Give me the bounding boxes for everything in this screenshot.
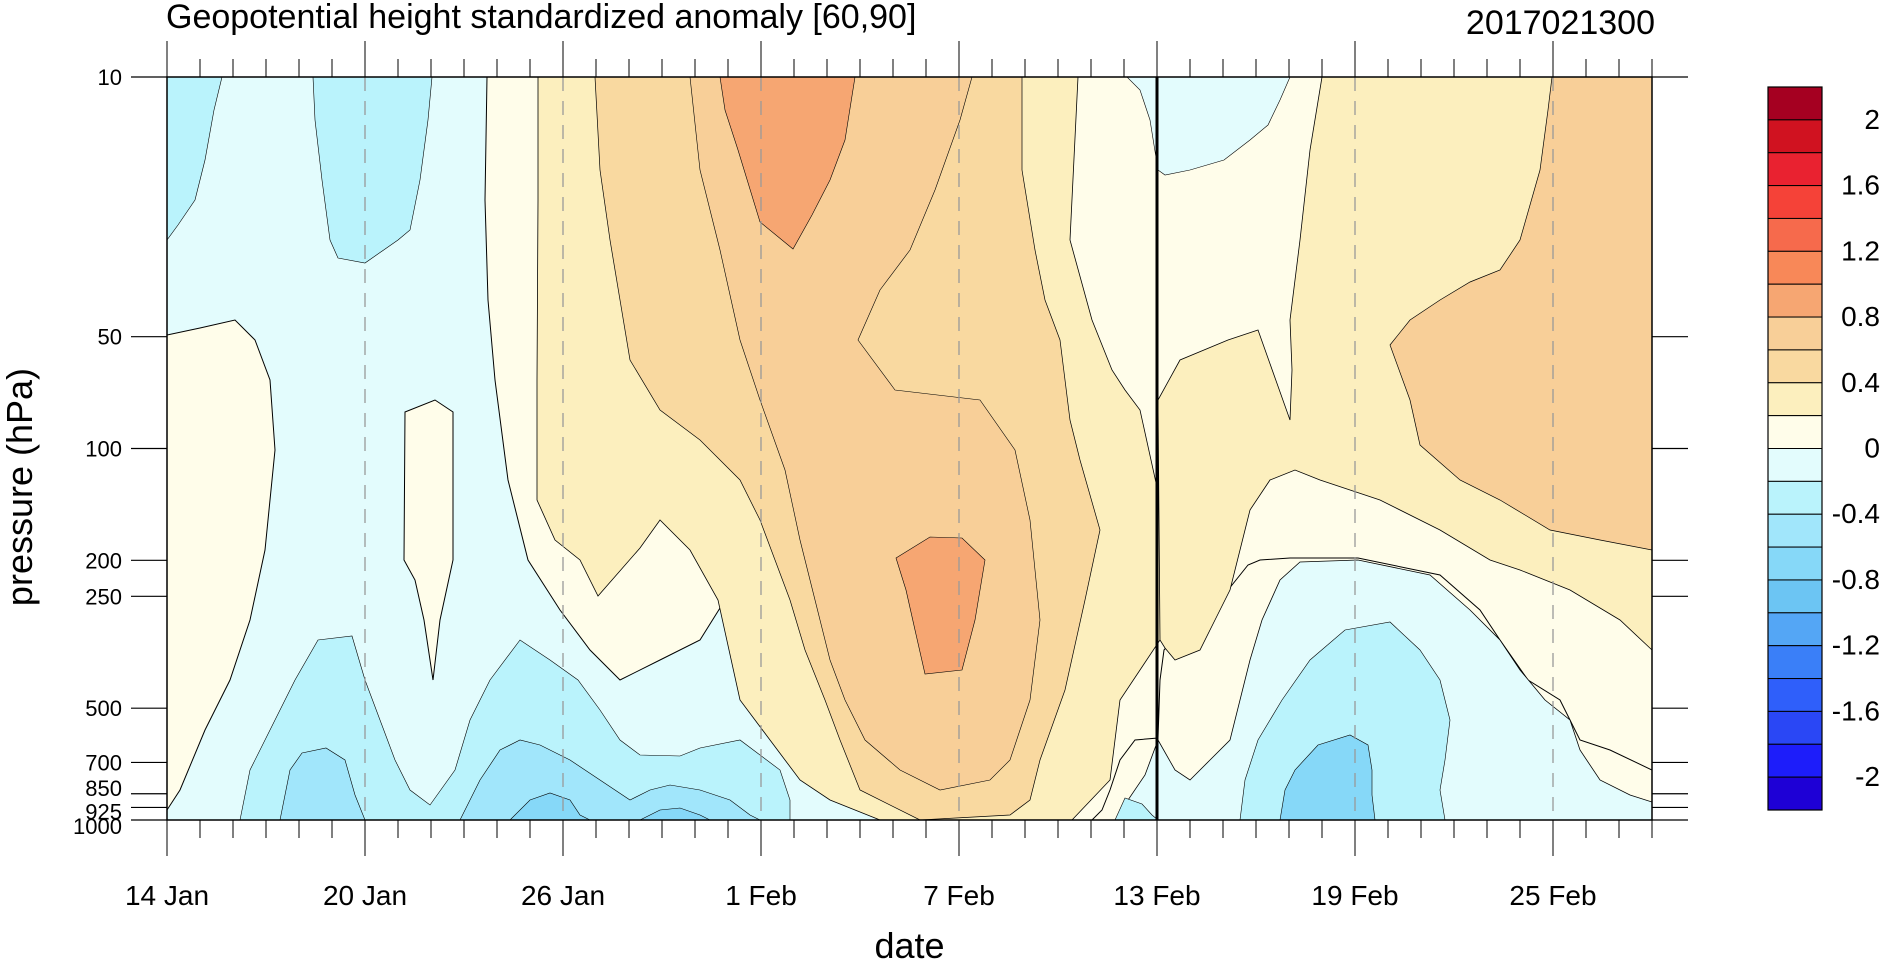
colorbar-swatch	[1767, 612, 1823, 647]
y-tick-label: 200	[85, 548, 122, 573]
colorbar-swatch	[1767, 382, 1823, 417]
colorbar-swatch	[1767, 86, 1823, 121]
colorbar-swatch	[1767, 217, 1823, 252]
field-pos4-top	[719, 77, 856, 250]
colorbar-label: 1.6	[1841, 170, 1880, 201]
field-neg2-midfeb	[1279, 734, 1376, 820]
plot-area	[167, 77, 1652, 820]
y-tick-label: 700	[85, 750, 122, 775]
x-tick-label: 25 Feb	[1509, 880, 1596, 911]
field-neg3-lower-left	[509, 792, 711, 820]
colorbar-label: -0.8	[1832, 564, 1880, 595]
chart-title: Geopotential height standardized anomaly…	[166, 0, 917, 36]
x-axis-title: date	[874, 925, 945, 966]
field-neg-lower-left	[239, 635, 791, 820]
colorbar-border	[1767, 86, 1823, 811]
y-tick-label: 925	[85, 799, 122, 824]
y-tick-label: 250	[85, 584, 122, 609]
colorbar: 2 1.6 1.2 0.8 0.4 0 -0.4 -0.8 -1.2 -1.6 -2	[1767, 86, 1880, 811]
colorbar-label: -1.2	[1832, 630, 1880, 661]
colorbar-swatch	[1767, 185, 1823, 219]
colorbar-swatch	[1767, 415, 1823, 449]
colorbar-label: 2	[1864, 104, 1880, 135]
colorbar-swatch	[1767, 250, 1823, 285]
field-pos4-mid	[895, 536, 986, 675]
y-tick-label: 850	[85, 776, 122, 801]
x-tick-label: 14 Jan	[125, 880, 209, 911]
x-tick-label: 26 Jan	[521, 880, 605, 911]
colorbar-swatch	[1767, 283, 1823, 318]
colorbar-swatch	[1767, 349, 1823, 384]
colorbar-swatch	[1767, 678, 1823, 712]
colorbar-label: -2	[1855, 761, 1880, 792]
colorbar-label: 0.8	[1841, 301, 1880, 332]
field-neg2-lower-left	[279, 739, 761, 820]
colorbar-swatch	[1767, 776, 1823, 811]
y-tick-label: 1000	[73, 814, 122, 839]
colorbar-label: -1.6	[1832, 695, 1880, 726]
colorbar-swatch	[1767, 710, 1823, 745]
field-late-feb-pos2	[1358, 77, 1652, 551]
field-neg-blip	[1114, 797, 1159, 820]
y-tick-label: 50	[98, 325, 122, 350]
x-tick-label: 20 Jan	[323, 880, 407, 911]
colorbar-swatch	[1767, 743, 1823, 778]
colorbar-swatch	[1767, 152, 1823, 187]
field-neg-13feb-top	[1126, 77, 1291, 176]
colorbar-swatch	[1767, 316, 1823, 351]
x-tick-label: 19 Feb	[1311, 880, 1398, 911]
colorbar-swatch	[1767, 513, 1823, 548]
colorbar-swatch	[1767, 579, 1823, 614]
x-tick-label: 7 Feb	[923, 880, 995, 911]
field-isolated-positive	[403, 399, 454, 681]
field-neg1-midfeb	[1239, 621, 1451, 820]
y-tick-label: 10	[98, 65, 122, 90]
chart-date-stamp: 2017021300	[1465, 4, 1655, 42]
colorbar-label: 1.2	[1841, 235, 1880, 266]
x-tick-label: 1 Feb	[725, 880, 797, 911]
colorbar-label: -0.4	[1832, 498, 1880, 529]
x-tick-label: 13 Feb	[1113, 880, 1200, 911]
colorbar-swatch	[1767, 119, 1823, 154]
colorbar-swatch	[1767, 546, 1823, 581]
field-left-positive	[167, 319, 276, 811]
field-neg-20jan	[312, 77, 433, 264]
colorbar-swatch	[1767, 645, 1823, 680]
date-gridlines	[364, 77, 1554, 820]
colorbar-swatch	[1767, 448, 1823, 482]
colorbar-swatch	[1767, 480, 1823, 515]
field-neg-topleft	[167, 77, 223, 241]
y-tick-label: 100	[85, 437, 122, 462]
y-tick-label: 500	[85, 696, 122, 721]
colorbar-label: 0.4	[1841, 367, 1880, 398]
x-axis-ticks: 14 Jan 20 Jan 26 Jan 1 Feb 7 Feb 13 Feb 19 Feb…	[125, 41, 1653, 911]
colorbar-label: 0	[1864, 433, 1880, 464]
